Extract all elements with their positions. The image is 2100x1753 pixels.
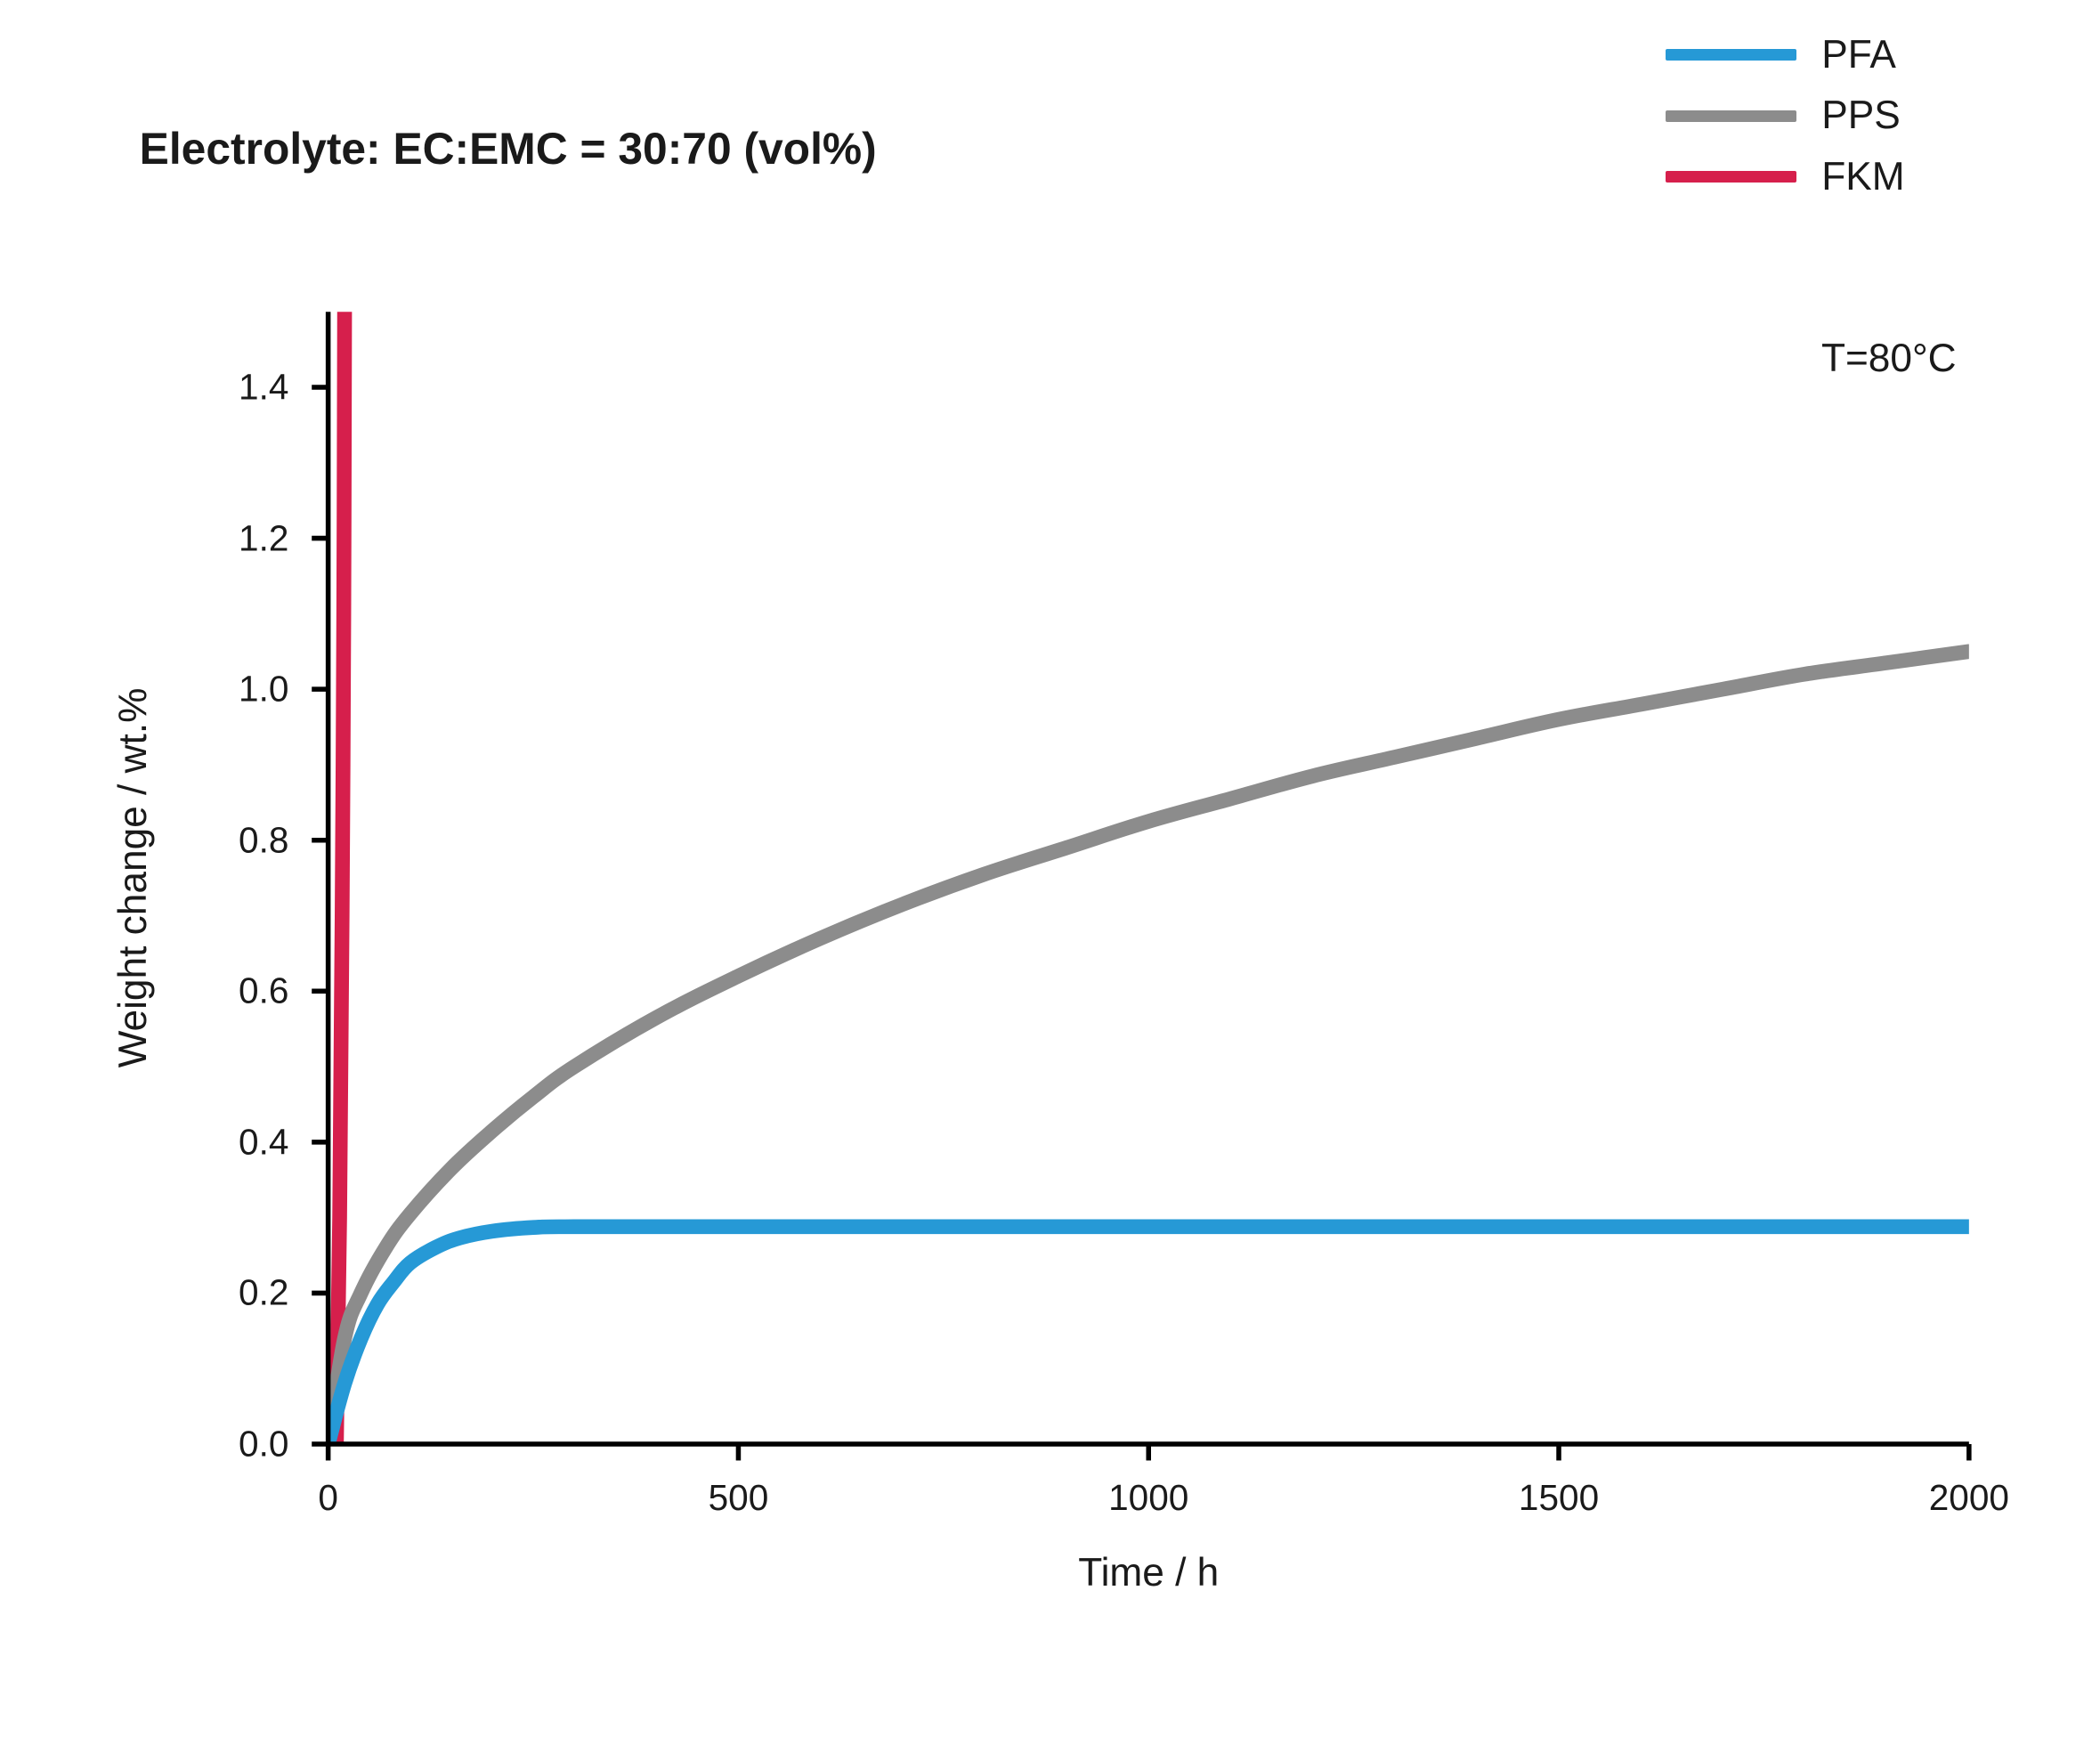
y-tick-label: 0.8 xyxy=(239,819,288,861)
chart-svg xyxy=(0,0,2100,1753)
chart-canvas: Electrolyte: EC:EMC = 30:70 (vol%) PFAPP… xyxy=(0,0,2100,1753)
y-tick-label: 0.4 xyxy=(239,1121,288,1163)
x-tick-label: 0 xyxy=(318,1477,338,1519)
series-line xyxy=(328,652,1969,1444)
y-tick-label: 0.2 xyxy=(239,1272,288,1314)
series-line xyxy=(336,312,345,1444)
x-tick-label: 1000 xyxy=(1108,1477,1188,1519)
y-axis-label: Weight change / wt.% xyxy=(111,688,156,1068)
y-tick-label: 1.4 xyxy=(239,366,288,408)
x-tick-label: 500 xyxy=(709,1477,769,1519)
y-tick-label: 0.6 xyxy=(239,970,288,1012)
y-tick-label: 1.2 xyxy=(239,517,288,559)
series-line xyxy=(328,1227,1969,1444)
y-tick-label: 1.0 xyxy=(239,669,288,710)
x-tick-label: 1500 xyxy=(1519,1477,1599,1519)
x-axis-label: Time / h xyxy=(1078,1551,1219,1595)
y-tick-label: 0.0 xyxy=(239,1424,288,1465)
x-tick-label: 2000 xyxy=(1929,1477,2009,1519)
